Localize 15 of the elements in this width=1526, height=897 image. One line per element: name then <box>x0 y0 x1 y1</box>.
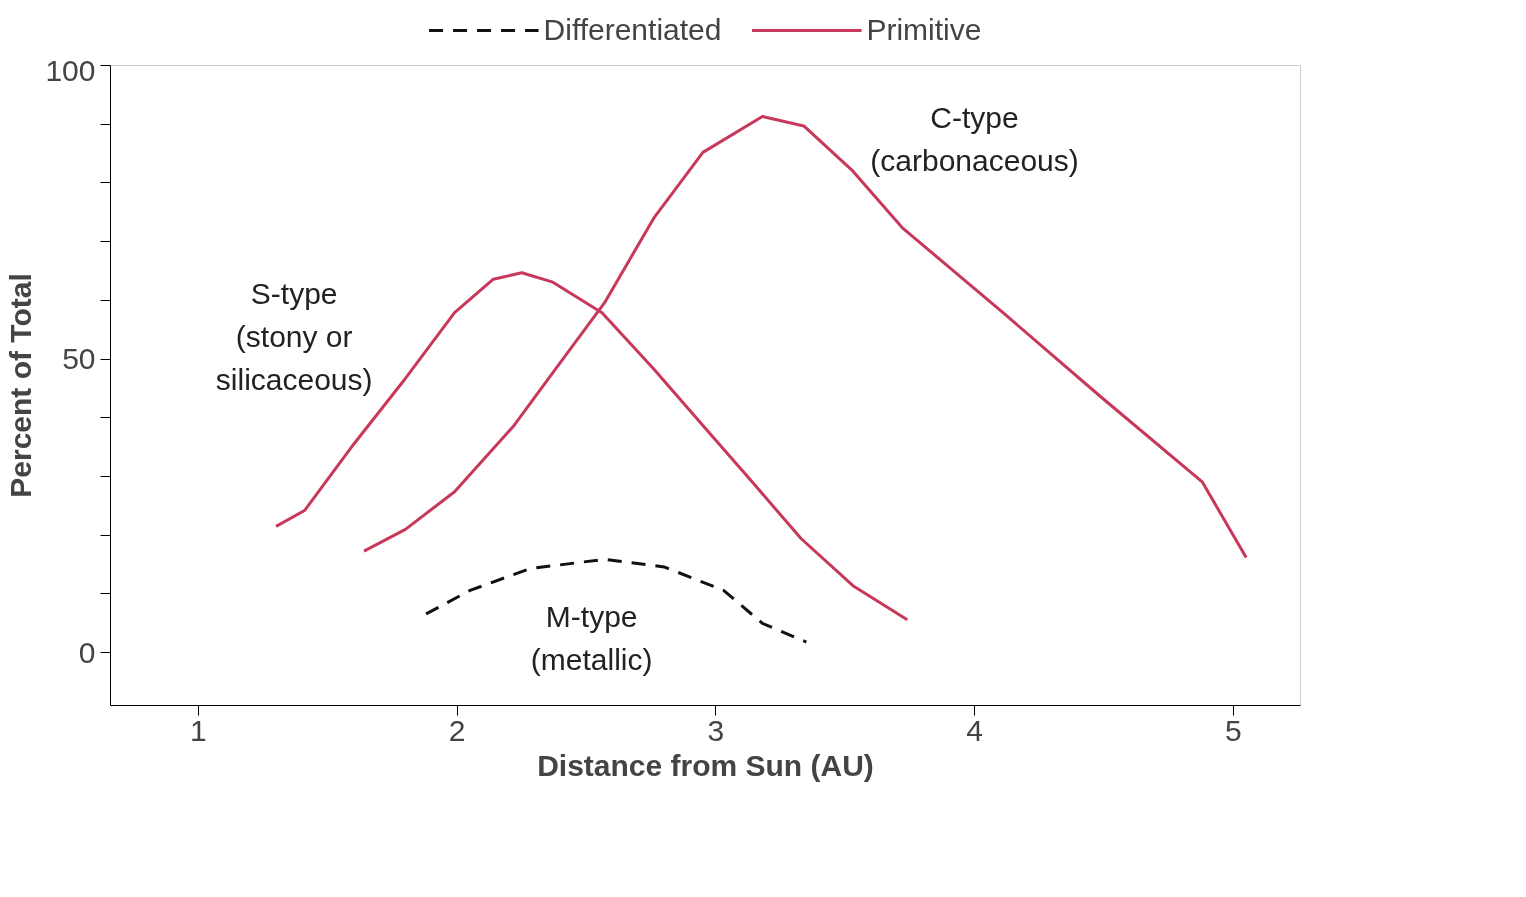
annotation: C-type (carbonaceous) <box>870 100 1079 177</box>
annotation: S-type (stony or silicaceous) <box>215 276 373 396</box>
legend-label: Primitive <box>866 13 982 47</box>
x-tick-label: 1 <box>190 713 207 747</box>
annotation: M-type (metallic) <box>530 599 653 676</box>
x-tick-label: 5 <box>1224 713 1242 747</box>
y-axis-title: Percent of Total <box>4 273 38 498</box>
x-axis-title: Distance from Sun (AU) <box>537 748 874 782</box>
x-tick-label: 3 <box>707 713 725 747</box>
y-tick-label: 50 <box>62 342 96 376</box>
y-tick-label: 0 <box>78 635 96 669</box>
legend-label: Differentiated <box>543 13 722 47</box>
x-tick-label: 4 <box>966 713 983 747</box>
x-tick-label: 2 <box>448 713 466 747</box>
y-tick-label: 100 <box>45 53 96 87</box>
